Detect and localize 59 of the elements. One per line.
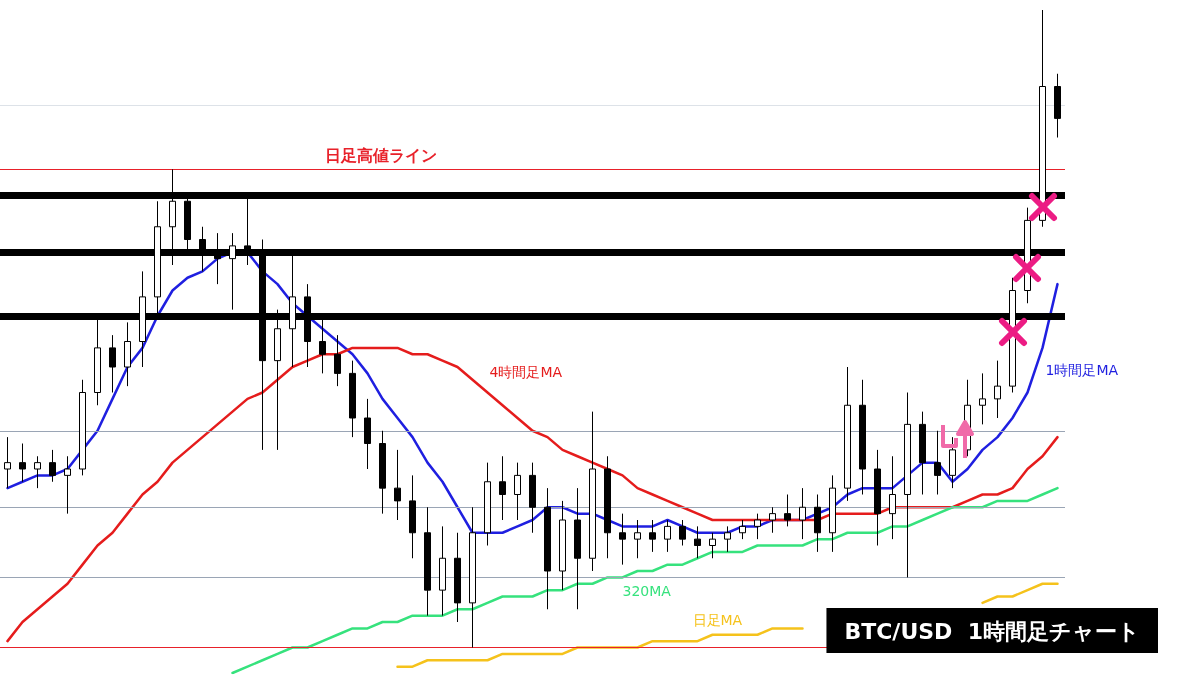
candlestick xyxy=(124,321,131,387)
candlestick xyxy=(364,398,371,470)
text: BTC/USD 1時間足チャート xyxy=(844,618,1141,644)
candlestick xyxy=(394,449,401,521)
candlestick xyxy=(994,360,1001,419)
candlestick xyxy=(634,519,641,559)
candlestick xyxy=(784,494,791,527)
candlestick xyxy=(844,366,851,502)
candlestick xyxy=(529,462,536,534)
candlestick xyxy=(754,513,761,540)
candlestick xyxy=(1054,73,1061,138)
ref-line-label: 日足高値ライン xyxy=(325,145,437,165)
candlestick xyxy=(694,525,701,559)
series-label: 320MA xyxy=(622,583,672,599)
candlestick xyxy=(544,487,551,610)
candlestick xyxy=(499,455,506,521)
candlestick xyxy=(769,506,776,534)
candlestick xyxy=(79,379,86,476)
candlestick xyxy=(4,436,11,489)
candlestick xyxy=(979,372,986,425)
candlestick xyxy=(349,360,356,438)
candlestick xyxy=(889,455,896,540)
candlestick xyxy=(709,532,716,559)
candlestick xyxy=(19,443,26,483)
candlestick xyxy=(469,506,476,648)
candlestick xyxy=(919,411,926,495)
candlestick xyxy=(439,525,446,617)
candlestick xyxy=(409,474,416,559)
candlestick xyxy=(379,430,386,515)
candlestick xyxy=(859,379,866,495)
candlestick xyxy=(64,455,71,515)
candlestick xyxy=(679,519,686,546)
candlestick xyxy=(589,411,596,572)
candlestick xyxy=(934,430,941,495)
candlestick xyxy=(109,334,116,393)
candlestick xyxy=(559,500,566,591)
candlestick xyxy=(949,436,956,489)
candlestick xyxy=(739,519,746,540)
candlestick xyxy=(484,462,491,546)
candlestick xyxy=(664,519,671,553)
candlestick xyxy=(829,474,836,553)
candlestick xyxy=(424,506,431,617)
candlestick xyxy=(814,494,821,553)
series-label: 1時間足MA xyxy=(1045,361,1119,378)
candlestick xyxy=(619,513,626,566)
candlestick xyxy=(874,449,881,546)
candlestick xyxy=(514,462,521,521)
candlestick xyxy=(574,487,581,610)
candlestick xyxy=(799,487,806,540)
candlestick xyxy=(649,519,656,553)
candlestick xyxy=(334,334,341,387)
candlestick xyxy=(49,449,56,483)
candlestick xyxy=(454,532,461,623)
series-label: 4時間足MA xyxy=(489,364,563,380)
candlestick xyxy=(724,525,731,553)
candlestick xyxy=(904,392,911,578)
candlestick xyxy=(34,455,41,489)
candlestick xyxy=(604,455,611,559)
series-label: 日足MA xyxy=(692,611,743,628)
